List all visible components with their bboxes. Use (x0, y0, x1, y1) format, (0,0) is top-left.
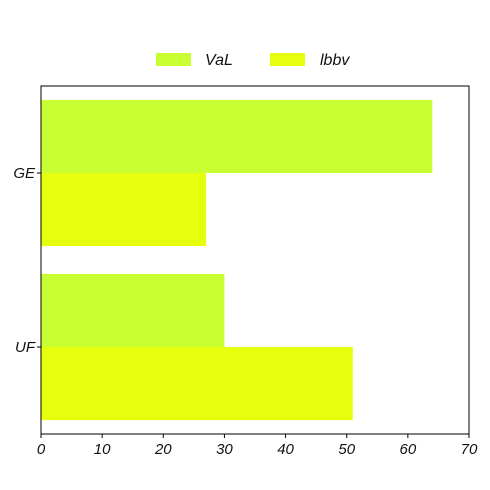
x-tick-label: 20 (154, 441, 172, 458)
x-tick-label: 70 (461, 441, 478, 458)
legend-label-2: lbbv (320, 52, 350, 69)
x-tick-label: 40 (277, 441, 294, 458)
y-tick-label: GE (13, 165, 36, 182)
y-axis: GE UF (13, 165, 41, 356)
x-tick-label: 60 (400, 441, 417, 458)
plot-frame (40, 85, 470, 435)
legend-swatch-1 (156, 53, 191, 66)
bars (41, 99, 433, 421)
x-tick-label: 10 (94, 441, 111, 458)
y-tick-label: UF (15, 339, 36, 356)
legend-swatch-2 (270, 53, 305, 66)
x-tick-label: 50 (338, 441, 355, 458)
legend: VaL lbbv (156, 52, 350, 69)
x-tick-label: 30 (216, 441, 233, 458)
bar-ge-series-1 (41, 99, 433, 173)
bar-uf-series-2 (41, 347, 353, 421)
bar-uf-series-1 (41, 273, 225, 347)
bar-ge-series-2 (41, 173, 207, 247)
x-tick-label: 0 (37, 441, 46, 458)
x-axis: 0 10 20 30 40 50 60 70 (37, 434, 478, 458)
legend-label-1: VaL (205, 52, 233, 69)
